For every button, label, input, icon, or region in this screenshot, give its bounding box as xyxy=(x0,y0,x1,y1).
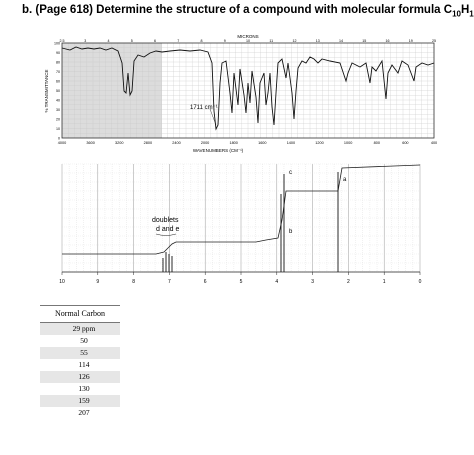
ir-wavenumber-tick: 2400 xyxy=(172,141,180,145)
ir-trace xyxy=(61,46,435,131)
ir-plot-frame xyxy=(61,42,435,139)
ir-transmittance-tick: 10 xyxy=(56,127,60,131)
carbon-table-header: Normal Carbon xyxy=(40,305,120,323)
carbon-table-value: 130 xyxy=(78,384,90,393)
ir-transmittance-tick: 30 xyxy=(56,108,60,112)
ir-transmittance-tick: 50 xyxy=(56,89,60,93)
formula-sub-hydrogen: 12 xyxy=(469,9,474,19)
ir-transmittance-tick: 40 xyxy=(56,98,60,102)
question-text: b. (Page 618) Determine the structure of… xyxy=(22,4,474,18)
nmr-axis-tick: 6 xyxy=(204,279,207,285)
ir-micron-tick: 13 xyxy=(316,39,320,43)
ir-micron-axis: 2.5 3 4 5 6 7 8 9 10 11 12 13 14 15 16 19 25 xyxy=(60,39,437,43)
carbon-table-value: 207 xyxy=(78,408,90,417)
nmr-integral-trace xyxy=(62,164,421,255)
ir-spectrum: MICRONS 2.5 3 4 5 6 7 8 9 10 11 12 13 14 15 16 19 25 400… xyxy=(40,33,438,154)
nmr-axis-tick: 8 xyxy=(132,279,135,285)
nmr-axis-tick: 4 xyxy=(275,279,278,285)
ir-annotation-1711: 1711 cm⁻¹ xyxy=(190,105,218,111)
ir-wavenumber-tick: 400 xyxy=(431,141,437,145)
nmr-label-b: b xyxy=(289,229,293,235)
ir-wavenumber-tick: 3600 xyxy=(86,141,94,145)
nmr-annotation-d-and-e: d and e xyxy=(156,226,179,233)
nmr-axis-tick: 0 xyxy=(419,279,422,285)
ir-micron-tick: 7 xyxy=(177,39,179,43)
ir-wavenumber-tick: 800 xyxy=(374,141,380,145)
ir-transmittance-tick: 90 xyxy=(56,51,60,55)
ir-transmittance-tick: 20 xyxy=(56,117,60,121)
nmr-axis-tick: 10 xyxy=(59,279,65,285)
formula-hydrogen: H xyxy=(460,4,470,16)
ir-transmittance-tick: 0 xyxy=(58,136,60,140)
ir-micron-tick: 15 xyxy=(362,39,366,43)
question-prefix: b. (Page 618) Determine the structure of… xyxy=(22,4,453,16)
ir-wavenumber-label: WAVENUMBERS (CM⁻¹) xyxy=(193,148,244,153)
ir-transmittance-tick: 70 xyxy=(56,70,60,74)
ir-wavenumber-tick: 3200 xyxy=(115,141,123,145)
ir-transmittance-tick: 100 xyxy=(54,41,60,45)
carbon-table-value: 29 ppm xyxy=(40,323,120,335)
nmr-axis-tick: 9 xyxy=(96,279,99,285)
carbon-table-value: 126 xyxy=(40,371,120,383)
ir-micron-tick: 4 xyxy=(108,39,110,43)
ir-wavenumber-tick: 600 xyxy=(402,141,408,145)
ir-wavenumber-tick: 1800 xyxy=(229,141,237,145)
ir-micron-tick: 11 xyxy=(269,39,273,43)
carbon-table-value: 50 xyxy=(80,336,88,345)
ir-micron-tick: 5 xyxy=(131,39,133,43)
carbon-nmr-table: Normal Carbon 29 ppm 50 55 114 126 130 159 207 xyxy=(40,305,120,419)
ir-wavenumber-tick: 4000 xyxy=(58,141,66,145)
formula-sub-carbon: 10 xyxy=(452,9,461,19)
nmr-axis-tick: 7 xyxy=(168,279,171,285)
nmr-ppm-axis: 10 9 8 7 6 5 4 3 2 1 0 xyxy=(59,272,422,285)
carbon-table-value: 55 xyxy=(40,347,120,359)
nmr-axis-tick: 5 xyxy=(240,279,243,285)
ir-micron-tick: 9 xyxy=(224,39,226,43)
nmr-peaks xyxy=(162,172,339,272)
nmr-annotation-bracket xyxy=(155,233,177,236)
ir-micron-tick: 25 xyxy=(432,39,436,43)
nmr-spectrum: c b a doublets d and e 10 9 8 7 6 5 4 3 2 1 0 xyxy=(56,160,426,288)
carbon-table-value: 114 xyxy=(78,360,90,369)
ir-wavenumber-tick: 2800 xyxy=(144,141,152,145)
ir-micron-tick: 16 xyxy=(386,39,390,43)
ir-annotation-pointer xyxy=(209,108,217,126)
ir-transmittance-label: % TRANSMITTANCE xyxy=(44,69,49,112)
ir-micron-tick: 8 xyxy=(201,39,203,43)
ir-wavenumber-axis: 4000 3600 3200 2800 2400 2000 1800 1600 1400 1200… xyxy=(58,141,437,145)
ir-wavenumber-tick: 1600 xyxy=(258,141,266,145)
carbon-table-value: 159 xyxy=(40,395,120,407)
nmr-label-a: a xyxy=(343,177,347,183)
nmr-annotation-doublets: doublets xyxy=(152,217,179,224)
ir-grid xyxy=(61,42,435,139)
nmr-axis-tick: 2 xyxy=(347,279,350,285)
ir-micron-tick: 12 xyxy=(293,39,297,43)
ir-wavenumber-tick: 1400 xyxy=(287,141,295,145)
ir-transmittance-tick: 60 xyxy=(56,79,60,83)
ir-microns-label: MICRONS xyxy=(237,34,258,39)
ir-micron-tick: 19 xyxy=(409,39,413,43)
ir-micron-tick: 10 xyxy=(246,39,250,43)
ir-wavenumber-tick: 2000 xyxy=(201,141,209,145)
ir-micron-tick: 3 xyxy=(84,39,86,43)
ir-micron-tick: 6 xyxy=(154,39,156,43)
carbon-table-rows: 29 ppm 50 55 114 126 130 159 207 xyxy=(40,323,120,419)
ir-micron-tick: 2.5 xyxy=(60,39,65,43)
nmr-axis-tick: 1 xyxy=(383,279,386,285)
ir-micron-tick: 14 xyxy=(339,39,343,43)
ir-wavenumber-tick: 1000 xyxy=(344,141,352,145)
nmr-axis-tick: 3 xyxy=(311,279,314,285)
ir-transmittance-tick: 80 xyxy=(56,60,60,64)
ir-wavenumber-tick: 1200 xyxy=(315,141,323,145)
nmr-label-c: c xyxy=(289,170,292,176)
